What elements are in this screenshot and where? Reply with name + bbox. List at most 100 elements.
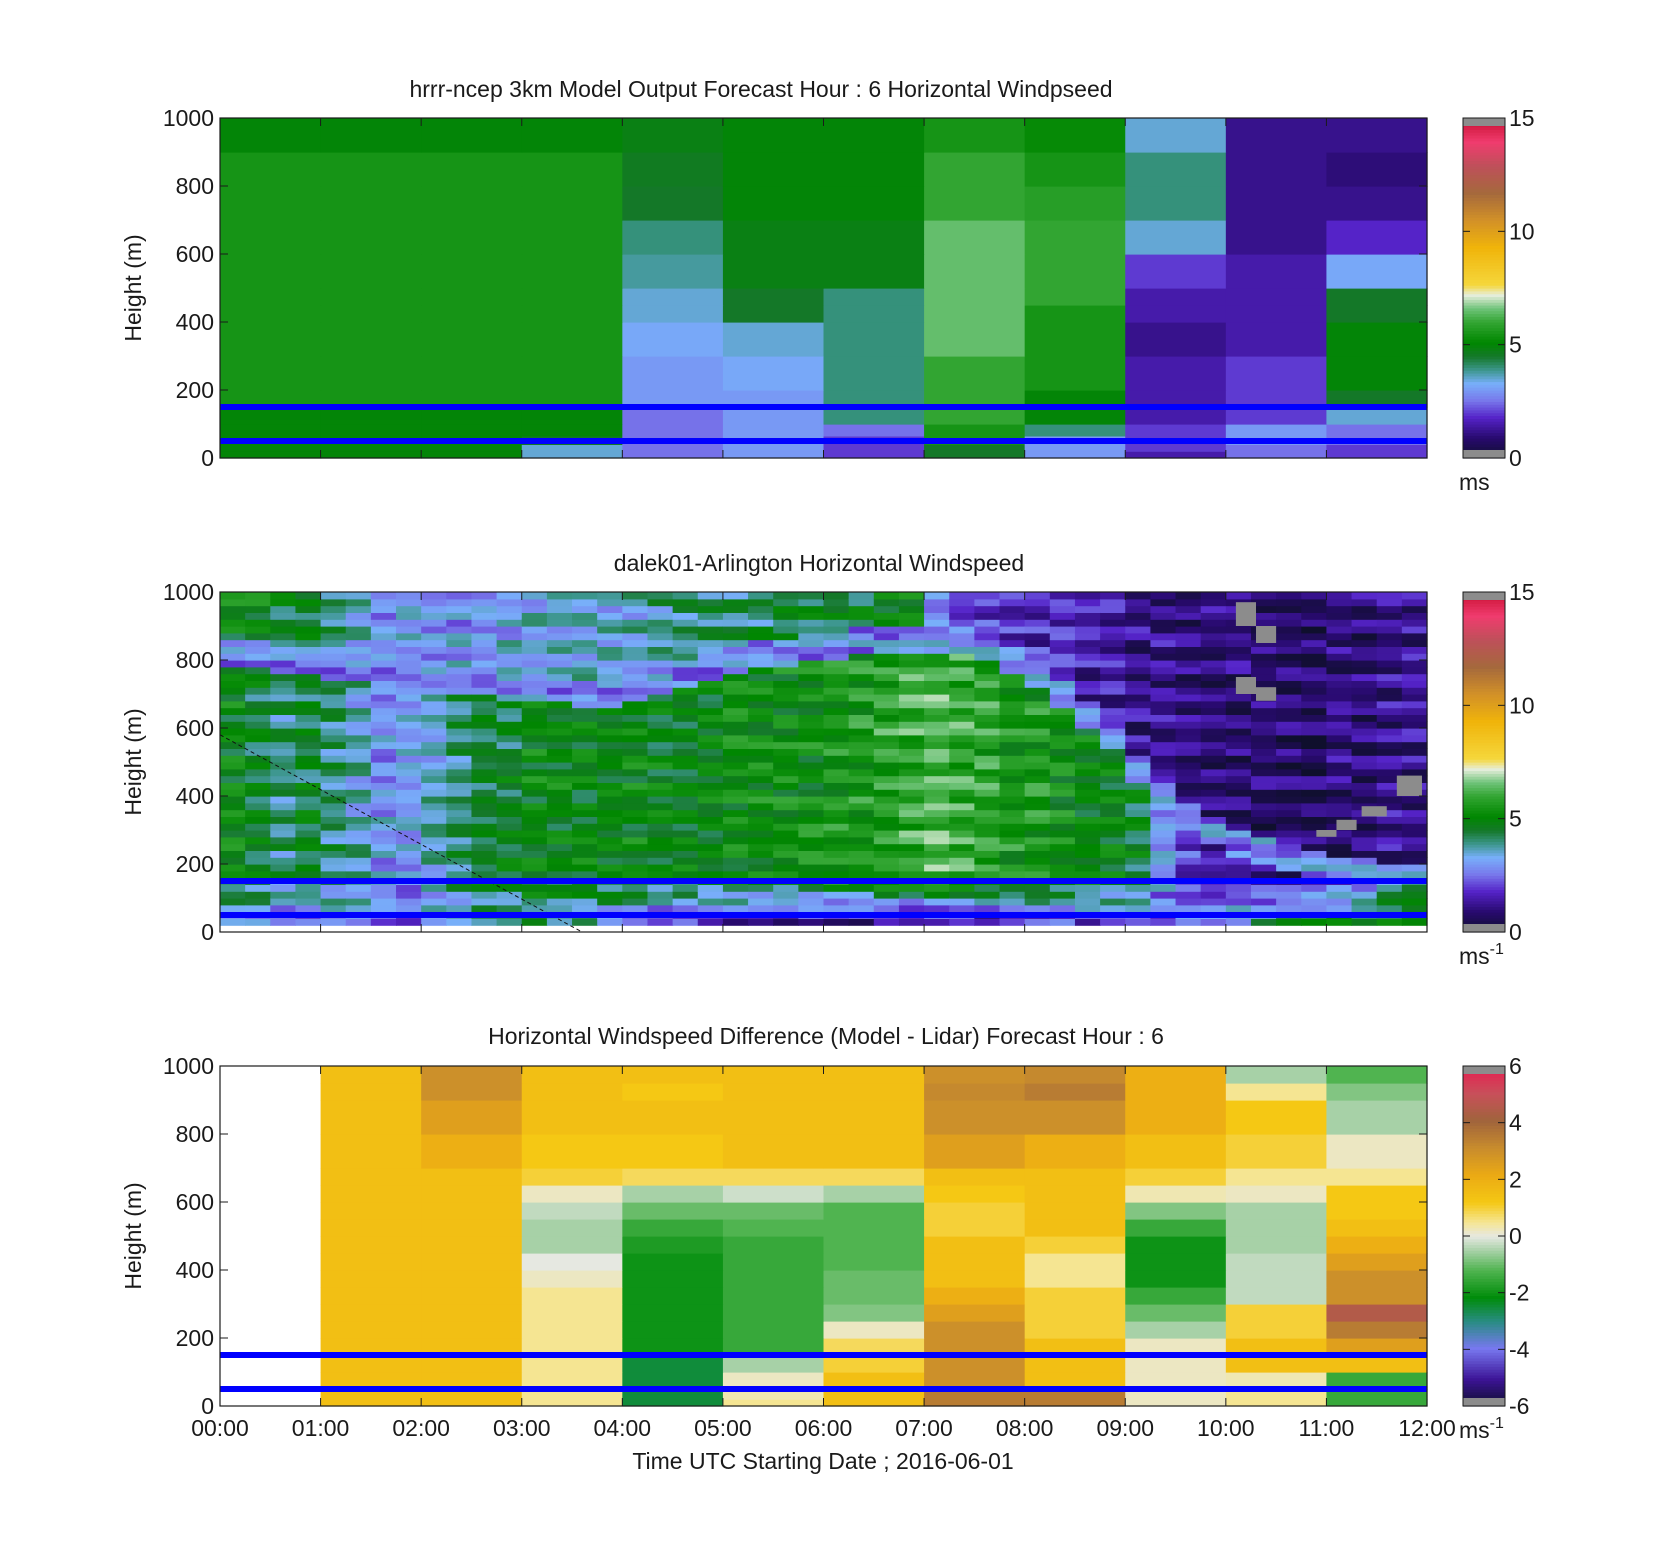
heatmap-cell	[823, 1338, 925, 1356]
heatmap-cell	[245, 707, 271, 715]
colorbar-segment	[1463, 1272, 1505, 1277]
heatmap-cell	[1301, 619, 1328, 627]
heatmap-cell	[823, 891, 850, 899]
heatmap-cell	[295, 694, 322, 702]
heatmap-cell	[949, 796, 975, 804]
heatmap-cell	[722, 619, 749, 627]
heatmap-cell	[370, 836, 397, 845]
heatmap-cell	[270, 632, 297, 641]
heatmap-cell	[1024, 118, 1126, 153]
heatmap-cell	[270, 700, 297, 709]
heatmap-cell	[345, 734, 372, 743]
colorbar-segment	[1463, 1213, 1505, 1217]
heatmap-cell	[1225, 424, 1328, 437]
heatmap-cell	[320, 118, 422, 153]
heatmap-cell	[220, 898, 246, 906]
colorbar-segment	[1463, 739, 1505, 743]
heatmap-cell	[1125, 605, 1151, 613]
heatmap-cell	[697, 673, 724, 681]
heatmap-cell	[1074, 592, 1101, 600]
heatmap-cell	[572, 816, 598, 824]
heatmap-cell	[647, 707, 674, 715]
heatmap-cell	[295, 789, 322, 797]
heatmap-cell	[396, 592, 422, 600]
heatmap-cell	[672, 775, 699, 783]
heatmap-cell	[597, 823, 623, 831]
missing-data-box	[1396, 775, 1422, 796]
heatmap-cell	[1200, 904, 1227, 913]
heatmap-cell	[1125, 870, 1151, 879]
heatmap-cell	[421, 1202, 523, 1220]
heatmap-cell	[245, 700, 271, 709]
heatmap-cell	[898, 660, 925, 668]
colorbar-segment	[1463, 424, 1505, 428]
heatmap-cell	[622, 707, 649, 715]
heatmap-cell	[873, 605, 900, 613]
heatmap-cell	[1024, 598, 1051, 607]
heatmap-cell	[1276, 707, 1302, 715]
heatmap-cell	[949, 823, 975, 831]
heatmap-cell	[1376, 653, 1403, 661]
missing-data-box	[1235, 677, 1257, 694]
heatmap-cell	[798, 918, 825, 926]
heatmap-cell	[1024, 904, 1051, 913]
heatmap-cell	[1376, 660, 1403, 668]
heatmap-cell	[1200, 857, 1227, 865]
heatmap-cell	[924, 1304, 1026, 1322]
heatmap-cell	[421, 660, 447, 668]
heatmap-cell	[1150, 680, 1177, 688]
heatmap-cell	[521, 653, 548, 661]
heatmap-cell	[924, 288, 1026, 306]
heatmap-cell	[572, 728, 598, 736]
heatmap-cell	[1376, 898, 1403, 906]
heatmap-cell	[898, 796, 925, 804]
heatmap-cell	[622, 598, 649, 607]
heatmap-cell	[597, 775, 623, 783]
heatmap-cell	[1150, 796, 1177, 804]
heatmap-cell	[697, 898, 724, 906]
heatmap-cell	[446, 653, 473, 661]
heatmap-cell	[823, 619, 850, 627]
heatmap-cell	[396, 741, 422, 749]
heatmap-cell	[421, 918, 447, 926]
colorbar-segment	[1463, 1326, 1505, 1331]
heatmap-cell	[924, 152, 1026, 187]
heatmap-cell	[1125, 1399, 1227, 1407]
heatmap-cell	[1125, 152, 1227, 187]
heatmap-cell	[421, 305, 523, 323]
heatmap-cell	[697, 782, 724, 790]
heatmap-cell	[848, 666, 875, 675]
heatmap-cell	[471, 721, 498, 729]
heatmap-cell	[924, 356, 1026, 391]
colorbar-segment	[1463, 1199, 1505, 1203]
y-axis-label: Height (m)	[120, 1182, 146, 1289]
heatmap-cell	[220, 118, 322, 153]
heatmap-cell	[722, 1304, 825, 1322]
heatmap-cell	[546, 775, 573, 783]
heatmap-cell	[1276, 741, 1302, 749]
heatmap-cell	[949, 714, 975, 722]
heatmap-cell	[1376, 734, 1403, 743]
heatmap-cell	[823, 322, 925, 357]
heatmap-cell	[1175, 632, 1202, 641]
heatmap-cell	[471, 796, 498, 804]
heatmap-cell	[722, 857, 749, 865]
heatmap-cell	[471, 639, 498, 647]
heatmap-cell	[496, 775, 523, 783]
heatmap-cell	[1024, 721, 1051, 729]
heatmap-cell	[1200, 687, 1227, 695]
heatmap-cell	[521, 390, 623, 408]
heatmap-cell	[597, 619, 623, 627]
colorbar-segment	[1463, 361, 1505, 366]
heatmap-cell	[1100, 884, 1126, 892]
heatmap-cell	[924, 407, 1026, 425]
heatmap-cell	[1024, 748, 1051, 756]
heatmap-cell	[1401, 694, 1428, 702]
heatmap-cell	[220, 891, 246, 899]
heatmap-cell	[1401, 796, 1428, 804]
heatmap-cell	[823, 646, 850, 654]
heatmap-cell	[798, 762, 825, 770]
heatmap-cell	[320, 619, 347, 627]
heatmap-cell	[546, 898, 573, 906]
